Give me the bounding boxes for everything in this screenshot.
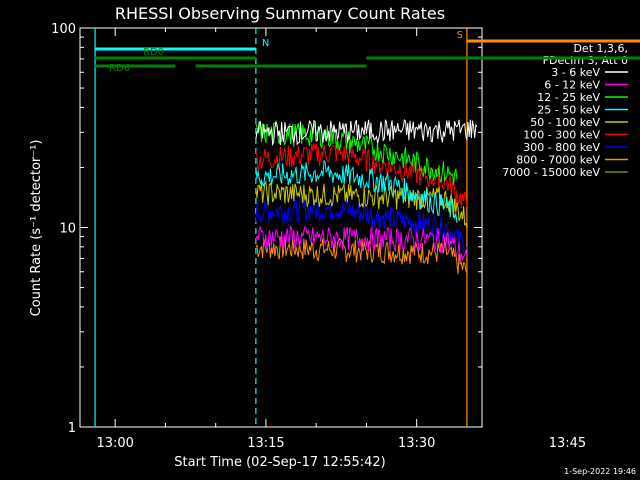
series-line [255,180,468,229]
flag-bar-label: N [262,38,269,49]
legend-entry-label: 12 - 25 keV [537,91,600,104]
flag-bar-label: RD6 [109,63,130,74]
flag-bar-label: RD0 [143,47,164,58]
x-tick-label: 13:30 [398,436,435,451]
footer-timestamp: 1-Sep-2022 19:46 [564,467,636,476]
x-tick-label: 13:15 [247,436,284,451]
series-group [255,118,478,275]
x-tick-label: 13:45 [549,436,586,451]
series-line [255,143,468,209]
legend-entry-label: 800 - 7000 keV [516,154,600,167]
series-line [255,225,468,262]
series-line [255,197,468,259]
flag-bar-label: S [457,30,463,41]
plot-area: 13:0013:1513:3013:4514:0014:1514:3011010… [51,22,640,451]
legend-entry-label: 7000 - 15000 keV [502,166,600,179]
plot-frame [79,27,483,428]
series-line [255,118,478,147]
legend-header-detectors: Det 1,3,6, [573,42,628,55]
y-tick-label: 1 [68,421,76,436]
x-axis-label: Start Time (02-Sep-17 12:55:42) [174,455,385,470]
legend-entry-label: 100 - 300 keV [523,129,600,142]
y-tick-label: 100 [51,22,76,37]
series-line [255,159,458,223]
legend-entry-label: 3 - 6 keV [551,66,600,79]
chart-title: RHESSI Observing Summary Count Rates [115,4,445,23]
legend-entry-label: 6 - 12 keV [544,79,600,92]
y-axis-label: Count Rate (s⁻¹ detector⁻¹) [29,140,44,317]
legend-entry-label: 300 - 800 keV [523,141,600,154]
x-tick-label: 13:00 [96,436,133,451]
legend-entry-label: 25 - 50 keV [537,104,600,117]
y-tick-label: 10 [59,222,76,237]
series-line [255,236,468,275]
legend-entry-label: 50 - 100 keV [530,116,600,129]
series-line [255,122,458,186]
